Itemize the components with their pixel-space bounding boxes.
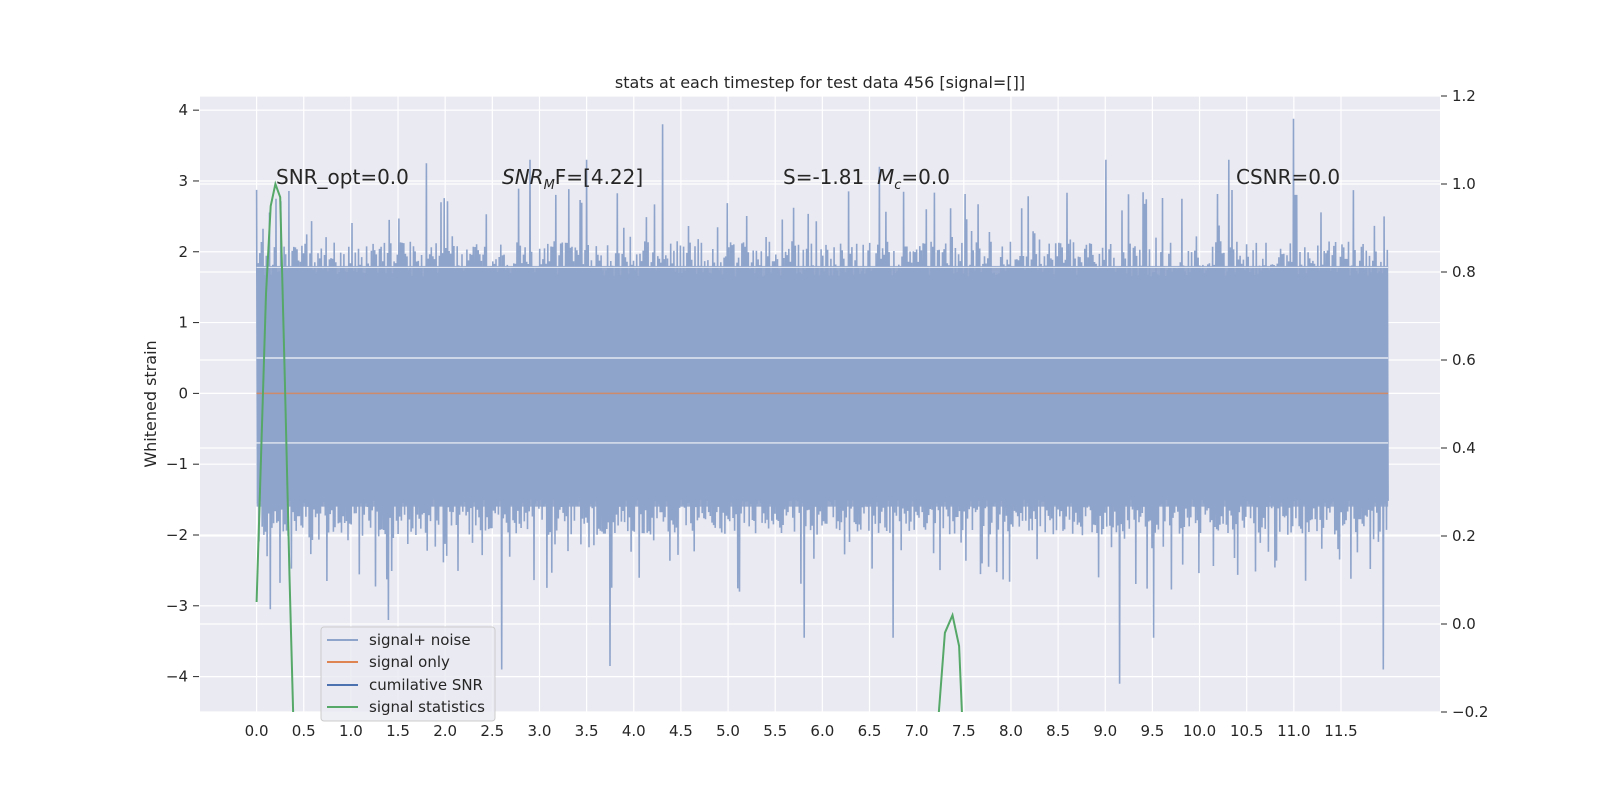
x-tick-label: 9.5 — [1140, 722, 1164, 740]
signal-statistics-series — [255, 180, 963, 712]
x-tick-label: 3.5 — [575, 722, 599, 740]
x-tick-label: 5.0 — [716, 722, 740, 740]
y-tick-label: −3 — [166, 597, 188, 615]
x-tick-label: 7.0 — [905, 722, 929, 740]
signal-statistics-line — [255, 180, 295, 712]
x-tick-label: 1.5 — [386, 722, 410, 740]
y2-tick-label: −0.2 — [1452, 703, 1488, 721]
annotation-snr-opt: SNR_opt=0.0 — [276, 165, 409, 189]
x-tick-label: 2.5 — [480, 722, 504, 740]
x-tick-label: 9.0 — [1093, 722, 1117, 740]
legend-label-signal-only: signal only — [369, 653, 450, 671]
x-tick-label: 5.5 — [763, 722, 787, 740]
signal-noise-series — [255, 118, 1389, 684]
y2-tick-label: 0.2 — [1452, 527, 1476, 545]
x-tick-label: 4.0 — [622, 722, 646, 740]
x-tick-label: 8.5 — [1046, 722, 1070, 740]
y2-tick-label: 1.2 — [1452, 87, 1476, 105]
x-tick-label: 10.5 — [1230, 722, 1263, 740]
signal-statistics-line — [937, 611, 963, 712]
x-tick-label: 6.0 — [810, 722, 834, 740]
y-tick-label: −4 — [166, 668, 188, 686]
x-tick-label: 1.0 — [339, 722, 363, 740]
legend: signal+ noise signal only cumilative SNR… — [320, 626, 496, 722]
x-tick-label: 11.5 — [1324, 722, 1357, 740]
annotation-mc-sub: c — [894, 178, 901, 193]
annotation-s-stat: S=-1.81 — [783, 165, 864, 189]
x-tick-label: 0.0 — [245, 722, 269, 740]
annotation-mc: Mc=0.0 — [877, 165, 950, 193]
x-tick-label: 2.0 — [433, 722, 457, 740]
y2-tick-label: 0.8 — [1452, 263, 1476, 281]
y-axis-ticks: 4 3 2 1 0 −1 −2 −3 −4 — [166, 101, 199, 686]
legend-label-signal-statistics: signal statistics — [369, 698, 485, 716]
annotation-mc-main: M — [877, 165, 894, 189]
annotation-snr-mf: SNRMF=[4.22] — [502, 165, 643, 193]
y-tick-label: 3 — [178, 172, 188, 190]
annotation-mc-rest: =0.0 — [901, 165, 950, 189]
x-tick-label: 3.0 — [528, 722, 552, 740]
y-tick-label: 2 — [178, 243, 188, 261]
annotation-snr-mf-main: SNR — [502, 165, 544, 189]
y-tick-label: 1 — [178, 314, 188, 332]
annotation-snr-mf-rest: F=[4.22] — [555, 165, 643, 189]
annotation-snr-mf-sub: M — [544, 178, 555, 193]
x-tick-label: 8.0 — [999, 722, 1023, 740]
legend-box — [320, 626, 496, 722]
x-tick-label: 10.0 — [1183, 722, 1216, 740]
x-tick-label: 7.5 — [952, 722, 976, 740]
y-tick-label: 4 — [178, 101, 188, 119]
x-tick-label: 11.0 — [1277, 722, 1310, 740]
x-tick-label: 4.5 — [669, 722, 693, 740]
chart-title: stats at each timestep for test data 456… — [615, 73, 1025, 92]
signal-noise-line — [255, 118, 1389, 684]
annotation-csnr: CSNR=0.0 — [1236, 165, 1340, 189]
y-tick-label: −2 — [166, 526, 188, 544]
x-tick-label: 6.5 — [858, 722, 882, 740]
y-axis-label: Whitened strain — [141, 340, 160, 467]
x-tick-label: 0.5 — [292, 722, 316, 740]
y2-tick-label: 0.0 — [1452, 615, 1476, 633]
y-tick-label: −1 — [166, 455, 188, 473]
y2-tick-label: 0.6 — [1452, 351, 1476, 369]
y-tick-label: 0 — [178, 384, 188, 402]
x-axis-ticks: 0.0 0.5 1.0 1.5 2.0 2.5 3.0 3.5 4.0 4.5 5.0 5.5 6.0 6… — [245, 722, 1358, 740]
y2-tick-label: 1.0 — [1452, 175, 1476, 193]
y2-tick-label: 0.4 — [1452, 439, 1476, 457]
y2-axis-ticks: 1.2 1.0 0.8 0.6 0.4 0.2 0.0 −0.2 — [1441, 87, 1488, 721]
legend-label-cumilative-snr: cumilative SNR — [369, 676, 483, 694]
legend-label-signal-noise: signal+ noise — [369, 631, 471, 649]
